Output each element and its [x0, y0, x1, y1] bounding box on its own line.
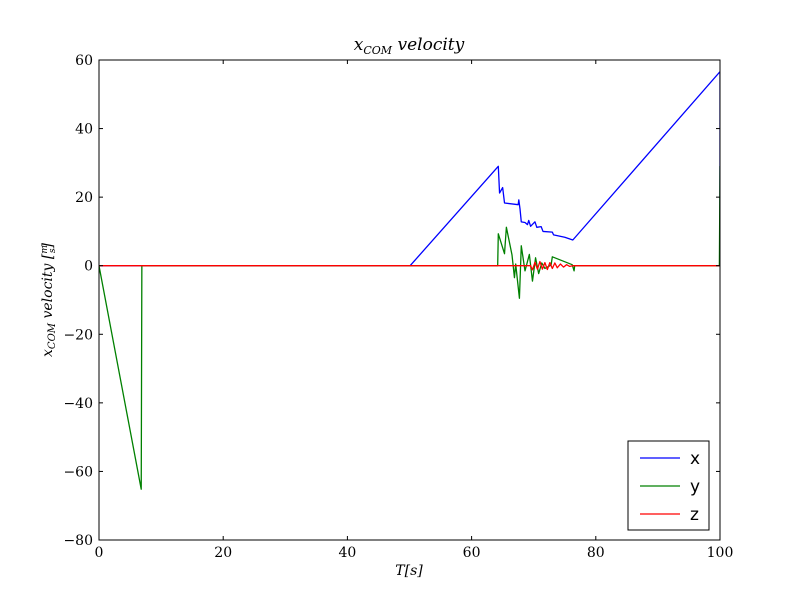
x-tick-label: 0 — [95, 545, 104, 561]
series-line-z — [99, 260, 720, 271]
series-line-y — [99, 165, 720, 490]
x-tick-label: 60 — [463, 545, 481, 561]
y-tick-label: −20 — [63, 327, 93, 343]
y-tick-label: −80 — [63, 533, 93, 549]
x-tick-label: 20 — [214, 545, 232, 561]
legend-label-x: x — [690, 449, 700, 469]
y-axis-label: xCOM velocity [ms] — [40, 242, 58, 357]
chart-title: xCOM velocity — [354, 35, 465, 57]
y-tick-label: −40 — [63, 396, 93, 412]
x-tick-label: 40 — [338, 545, 356, 561]
plot-frame — [98, 59, 721, 541]
series-layer — [99, 71, 720, 490]
y-tick-label: 40 — [75, 122, 93, 138]
y-tick-label: 20 — [75, 190, 93, 206]
y-tick-label: −60 — [63, 464, 93, 480]
x-tick-label: 80 — [587, 545, 605, 561]
ticks-layer: 0 20 40 60 80 100 −80 −60 −40 −20 0 20 40 60 — [63, 53, 733, 561]
legend: x y z — [627, 440, 710, 531]
legend-label-z: z — [690, 505, 699, 525]
x-tick-label: 100 — [707, 545, 734, 561]
y-tick-label: 60 — [75, 53, 93, 69]
series-line-x — [99, 71, 720, 267]
x-axis-label: T[s] — [395, 563, 423, 579]
plot-area — [99, 60, 720, 540]
legend-label-y: y — [690, 477, 700, 497]
y-tick-label: 0 — [84, 259, 93, 275]
